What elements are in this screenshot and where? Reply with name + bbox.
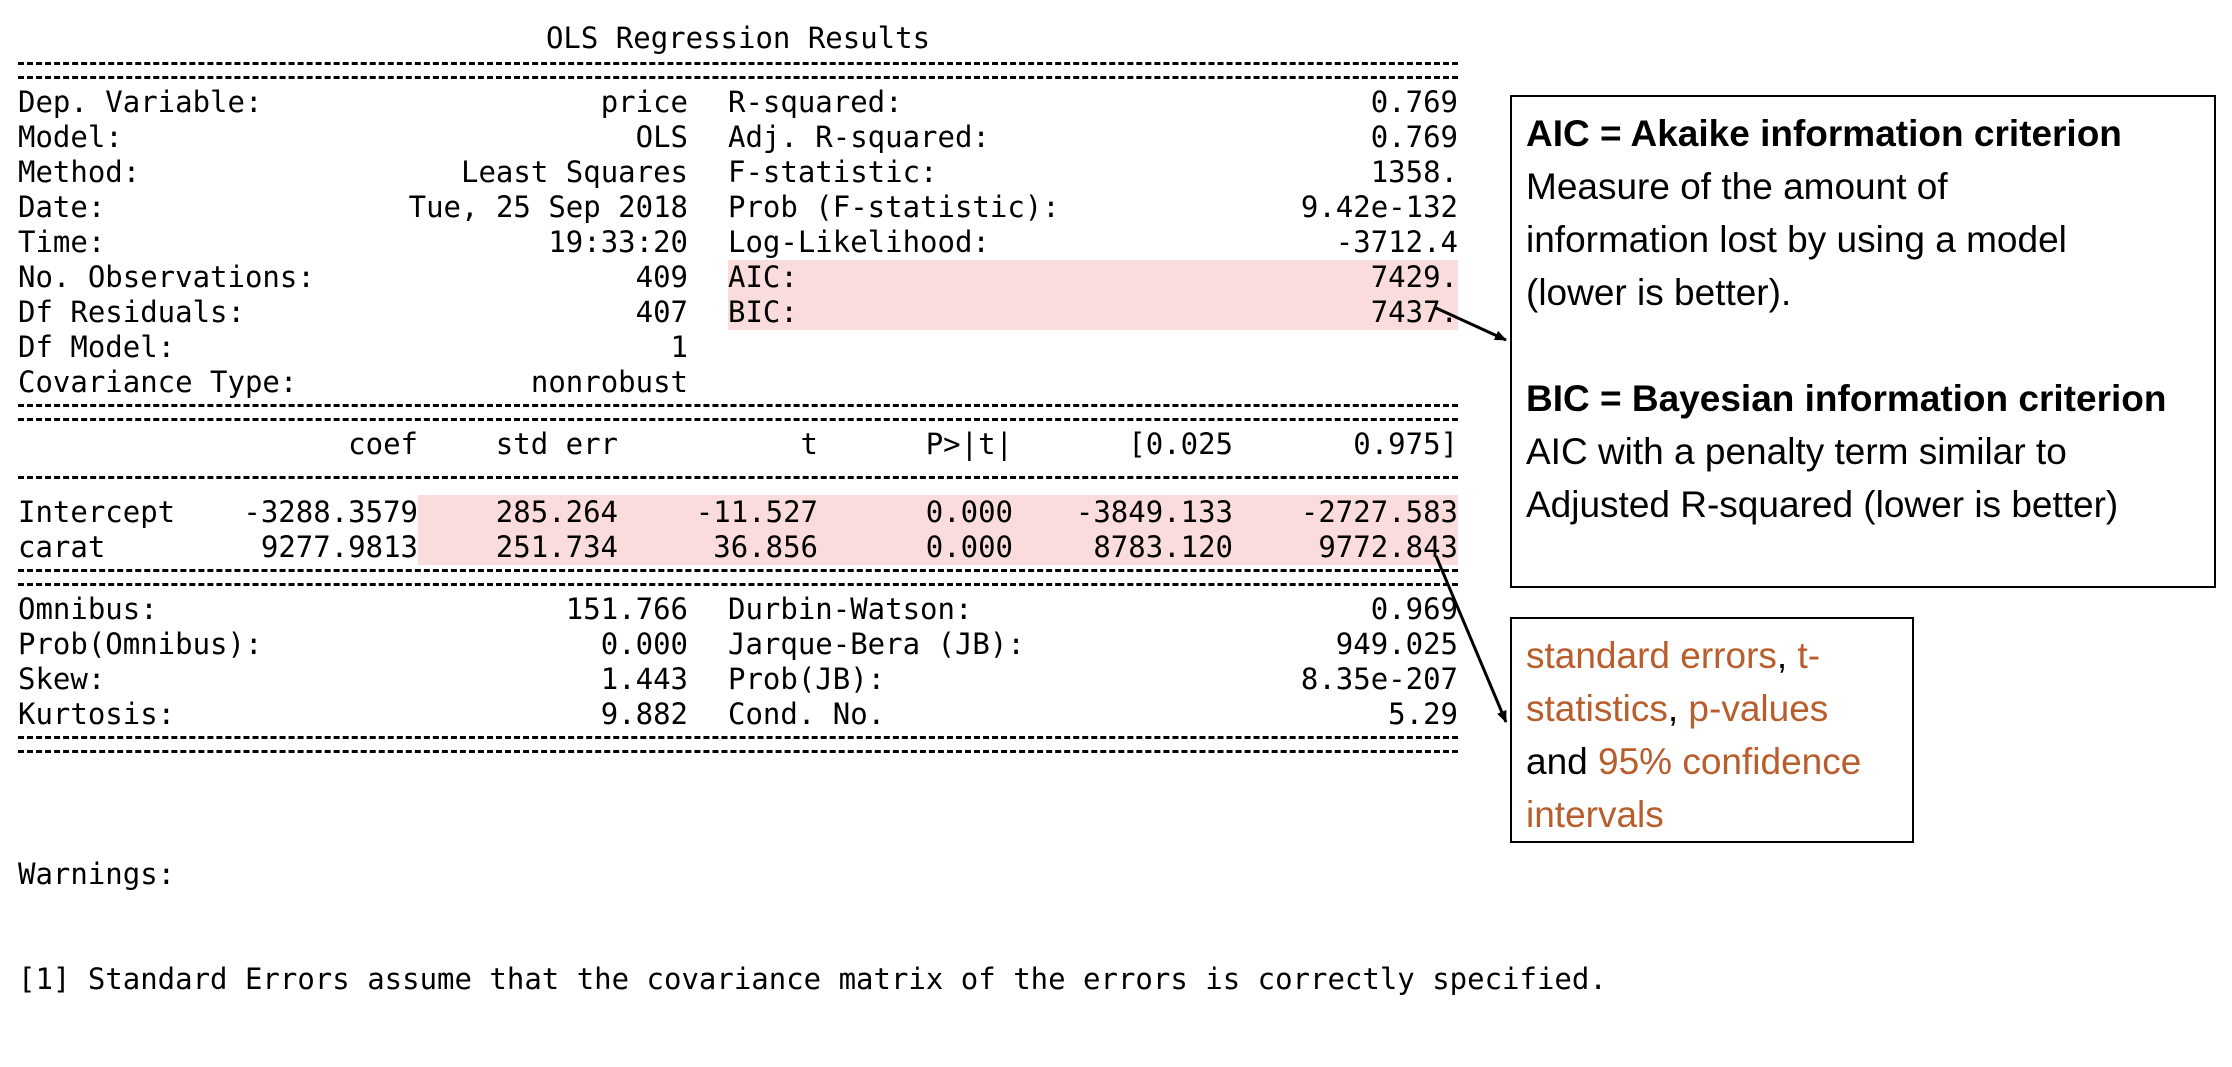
model-summary-left: Dep. Variable: price Model: OLS Method: Lea…: [18, 85, 688, 400]
model-summary-right: R-squared: 0.769 Adj. R-squared: 0.769 F-s…: [728, 85, 1458, 400]
aic-bic-annotation-box: AIC = Akaike information criterion Measu…: [1510, 95, 2216, 588]
stat-row: Dep. Variable: price: [18, 85, 688, 119]
annotation-arrows: [1434, 306, 1508, 723]
stat-row: Skew: 1.443: [18, 662, 688, 696]
annotation-line: statistics, p-values: [1526, 688, 1829, 729]
aic-definition-line: Measure of the amount of: [1526, 166, 1948, 207]
stat-row: Adj. R-squared: 0.769: [728, 120, 1458, 154]
table-row: Intercept -3288.3579 285.264 -11.527 0.0…: [18, 495, 1458, 530]
annotation-line: standard errors, t-: [1526, 635, 1821, 676]
bic-definition-line: AIC with a penalty term similar to: [1526, 431, 2067, 472]
bic-row-highlighted: BIC: 7437.: [728, 295, 1458, 330]
stat-row: Jarque-Bera (JB): 949.025: [728, 627, 1458, 661]
aic-row-highlighted: AIC: 7429.: [728, 260, 1458, 295]
stat-row: Log-Likelihood: -3712.4: [728, 225, 1458, 259]
stat-row: Df Residuals: 407: [18, 295, 688, 329]
diagnostics-right: Durbin-Watson: 0.969 Jarque-Bera (JB): 949…: [728, 592, 1458, 732]
stat-row: R-squared: 0.769: [728, 85, 1458, 119]
stat-row: Time: 19:33:20: [18, 225, 688, 259]
stat-row: Prob(JB): 8.35e-207: [728, 662, 1458, 696]
aic-definition-line: (lower is better).: [1526, 272, 1792, 313]
coef-highlight: 285.264 -11.527 0.000 -3849.133 -2727.58…: [418, 495, 1458, 530]
stat-row: Date: Tue, 25 Sep 2018: [18, 190, 688, 224]
stat-row: Covariance Type: nonrobust: [18, 365, 688, 399]
table-row: carat 9277.9813 251.734 36.856 0.000 878…: [18, 530, 1458, 565]
coef-highlight: 251.734 36.856 0.000 8783.120 9772.843: [418, 530, 1458, 565]
arrow-to-aic-box: [1435, 306, 1507, 342]
stat-row: Df Model: 1: [18, 330, 688, 364]
stat-row: F-statistic: 1358.: [728, 155, 1458, 189]
stat-row: Cond. No. 5.29: [728, 697, 1458, 731]
warnings-heading: Warnings:: [18, 857, 176, 891]
aic-definition-title: AIC = Akaike information criterion: [1526, 113, 2122, 154]
model-summary-section: Dep. Variable: price Model: OLS Method: Lea…: [18, 85, 1458, 400]
double-rule: [18, 62, 1458, 79]
stat-row: Prob(Omnibus): 0.000: [18, 627, 688, 661]
stat-row: Model: OLS: [18, 120, 688, 154]
single-rule: [18, 476, 1458, 479]
double-rule: [18, 404, 1458, 421]
annotation-line: and 95% confidence: [1526, 741, 1862, 782]
stat-row: Kurtosis: 9.882: [18, 697, 688, 731]
double-rule: [18, 569, 1458, 586]
arrow-to-coef-box: [1434, 555, 1508, 723]
double-rule: [18, 736, 1458, 753]
stat-row: Durbin-Watson: 0.969: [728, 592, 1458, 626]
diagnostics-section: Omnibus: 151.766 Prob(Omnibus): 0.000 Skew…: [18, 592, 1458, 732]
stat-row: No. Observations: 409: [18, 260, 688, 294]
bic-definition-line: Adjusted R-squared (lower is better): [1526, 484, 2119, 525]
bic-definition-title: BIC = Bayesian information criterion: [1526, 378, 2167, 419]
summary-title: OLS Regression Results: [545, 21, 931, 55]
stat-row: Method: Least Squares: [18, 155, 688, 189]
warning-item: [1] Standard Errors assume that the cova…: [18, 962, 1607, 996]
aic-definition-line: information lost by using a model: [1526, 219, 2067, 260]
stat-row: Omnibus: 151.766: [18, 592, 688, 626]
coef-stats-annotation-box: standard errors, t- statistics, p-values…: [1510, 617, 1914, 843]
diagnostics-left: Omnibus: 151.766 Prob(Omnibus): 0.000 Skew…: [18, 592, 688, 732]
coef-header-row: coef std err t P>|t| [0.025 0.975]: [348, 427, 1458, 461]
annotation-line: intervals: [1526, 794, 1664, 835]
stat-row: Prob (F-statistic): 9.42e-132: [728, 190, 1458, 224]
